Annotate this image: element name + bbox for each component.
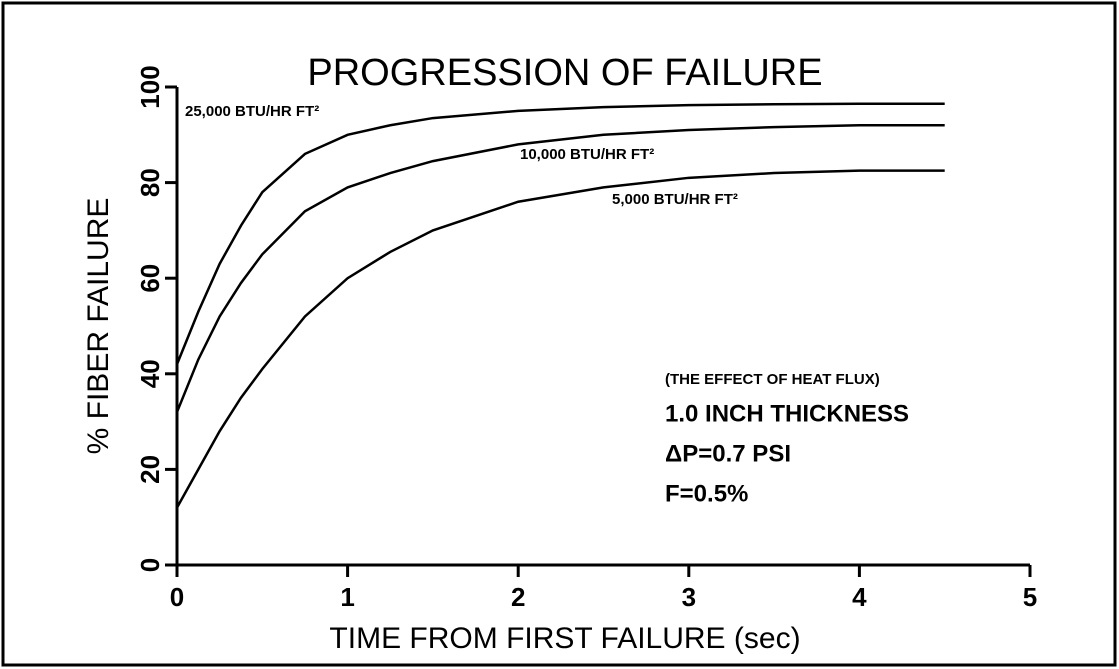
series-label: 5,000 BTU/HR FT² <box>612 191 738 208</box>
series-label: 10,000 BTU/HR FT² <box>520 146 654 163</box>
annotation: (THE EFFECT OF HEAT FLUX) <box>665 371 880 388</box>
x-tick-label: 2 <box>511 582 525 612</box>
series-line <box>175 169 945 509</box>
annotation: F=0.5% <box>665 480 748 507</box>
y-axis-label: % FIBER FAILURE <box>82 198 115 455</box>
annotation: ΔP=0.7 PSI <box>665 440 791 467</box>
x-tick-label: 5 <box>1023 582 1037 612</box>
y-tick-label: 20 <box>135 455 165 484</box>
y-tick-label: 40 <box>135 359 165 388</box>
x-tick-label: 1 <box>340 582 354 612</box>
x-tick-label: 3 <box>682 582 696 612</box>
x-tick-label: 0 <box>170 582 184 612</box>
x-tick-label: 4 <box>852 582 867 612</box>
y-tick-label: 80 <box>135 168 165 197</box>
y-tick-label: 0 <box>135 558 165 572</box>
chart-title: PROGRESSION OF FAILURE <box>307 52 822 94</box>
series-line <box>175 123 945 413</box>
x-axis-label: TIME FROM FIRST FAILURE (sec) <box>329 622 800 655</box>
y-tick-label: 100 <box>135 65 165 108</box>
series-label: 25,000 BTU/HR FT² <box>185 103 319 120</box>
series-line <box>175 102 945 365</box>
y-tick-label: 60 <box>135 264 165 293</box>
annotation: 1.0 INCH THICKNESS <box>665 400 909 427</box>
